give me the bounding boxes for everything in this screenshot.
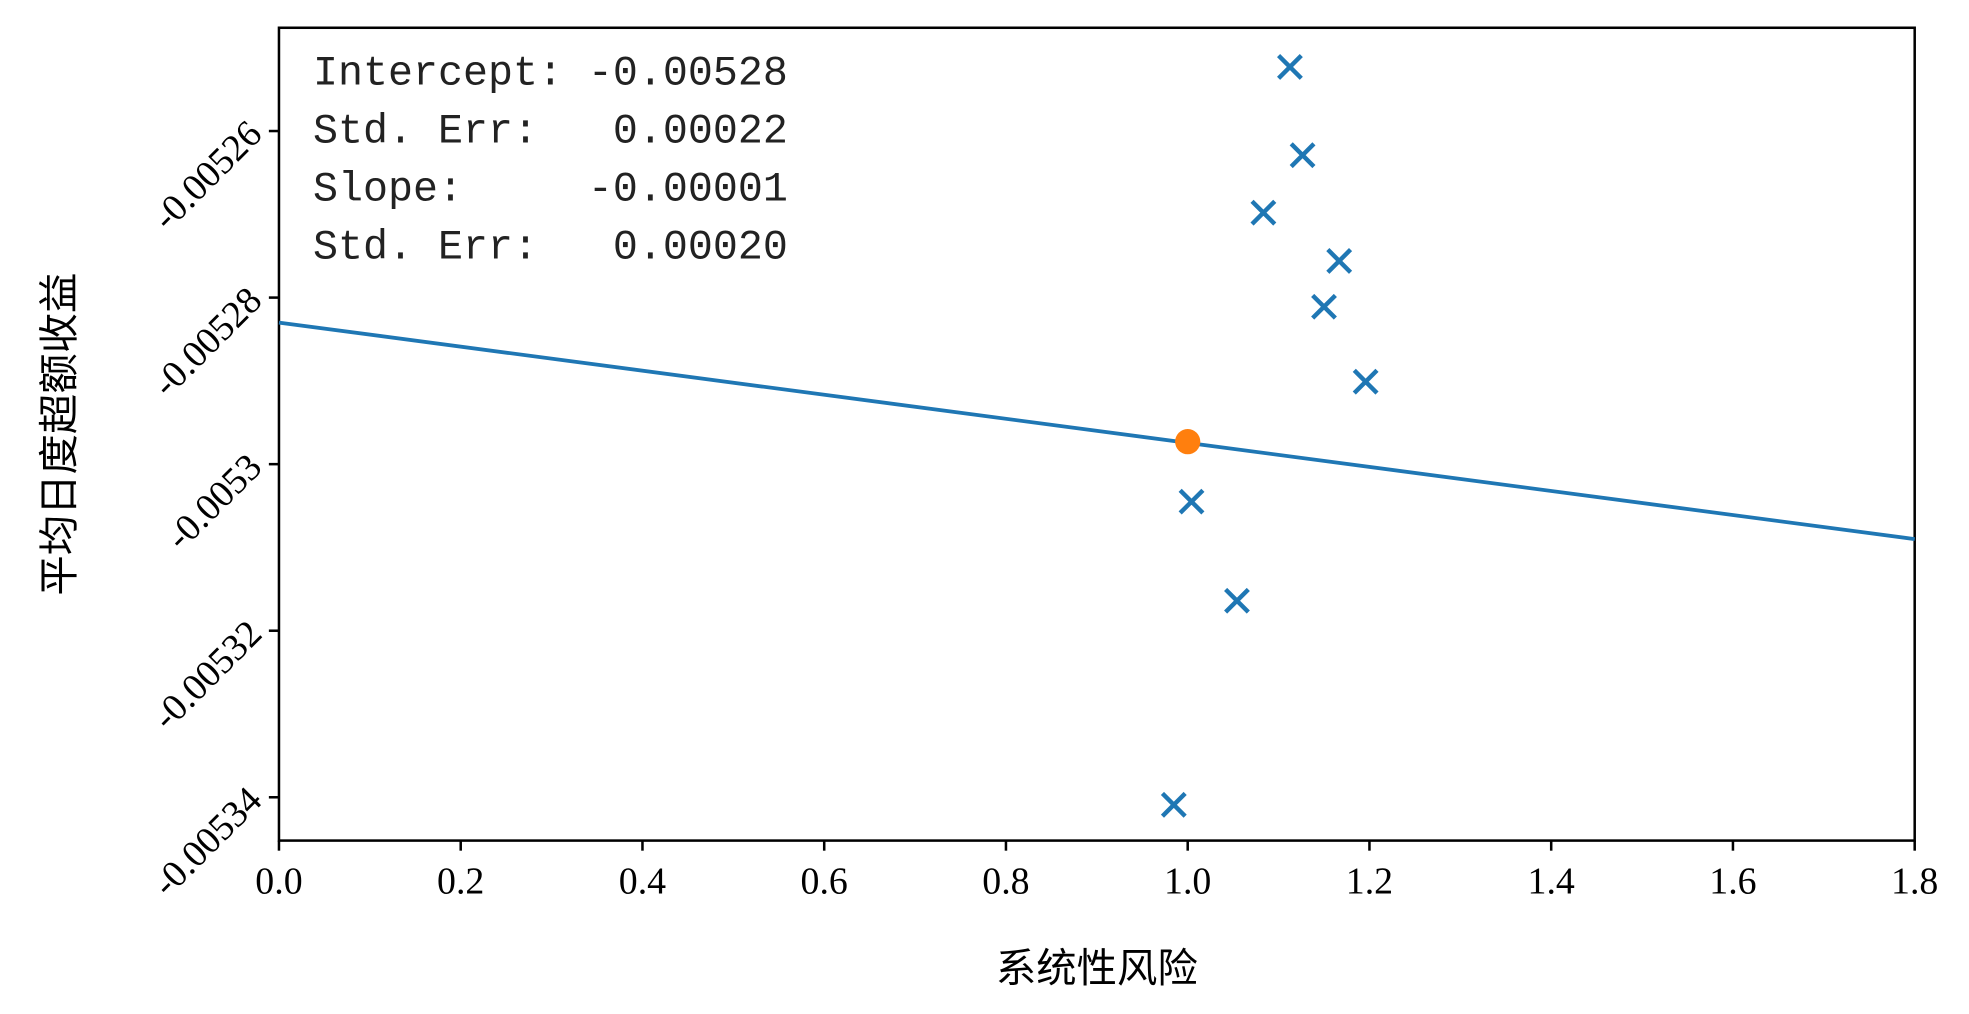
- scatter-point: [1277, 53, 1303, 80]
- scatter-point: [1178, 488, 1205, 515]
- plot-frame: [277, 26, 1916, 842]
- x-tick-label: 1.0: [1164, 861, 1211, 903]
- y-tick-label: -0.00526: [145, 113, 271, 239]
- x-tick-label: 0.2: [437, 861, 484, 903]
- scatter-point: [1289, 142, 1316, 169]
- y-tick-label: -0.0053: [158, 446, 270, 558]
- y-axis-label: 平均日度超额收益: [36, 273, 83, 596]
- regression-line: [278, 320, 1915, 541]
- y-tick-label: -0.00532: [145, 612, 271, 738]
- x-tick-label: 0.0: [255, 861, 302, 903]
- scatter-point: [1224, 587, 1250, 614]
- scatter-point: [1326, 248, 1353, 274]
- annotation-line: Std. Err: 0.00020: [313, 224, 788, 272]
- x-tick-label: 1.8: [1891, 861, 1938, 903]
- annotation-line: Slope: -0.00001: [313, 166, 788, 214]
- highlight-point: [1175, 429, 1201, 455]
- x-tick-label: 1.6: [1709, 861, 1756, 903]
- x-tick-label: 0.4: [619, 861, 666, 903]
- x-tick-label: 0.8: [982, 861, 1029, 903]
- x-axis-label: 系统性风险: [996, 945, 1198, 992]
- x-tick-label: 0.6: [801, 861, 848, 903]
- x-tick-label: 1.4: [1528, 861, 1575, 903]
- y-tick-label: -0.00528: [145, 279, 271, 405]
- y-tick-label: -0.00534: [145, 779, 271, 905]
- annotation-line: Intercept: -0.00528: [313, 50, 788, 98]
- annotation-line: Std. Err: 0.00022: [313, 108, 788, 156]
- scatter-point: [1250, 199, 1277, 226]
- scatter-point: [1311, 293, 1337, 320]
- scatter-point: [1352, 368, 1379, 395]
- scatter-point: [1160, 791, 1187, 818]
- x-tick-label: 1.2: [1346, 861, 1393, 903]
